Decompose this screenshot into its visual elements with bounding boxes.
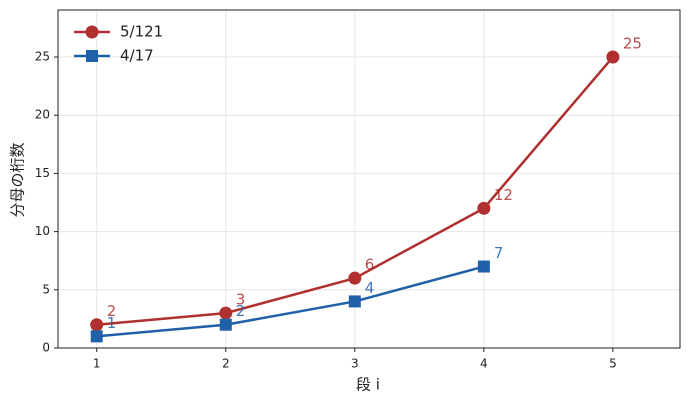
data-label: 4 [365, 279, 375, 297]
x-axis-label: 段 i [356, 376, 380, 394]
y-tick-label: 20 [35, 108, 50, 122]
data-label: 1 [107, 314, 117, 332]
marker [477, 201, 491, 215]
data-label: 2 [107, 302, 117, 320]
marker [85, 25, 99, 39]
x-tick-label: 3 [351, 357, 359, 371]
marker [219, 318, 232, 331]
y-tick-label: 5 [42, 282, 50, 296]
data-label: 3 [236, 291, 246, 309]
marker [477, 260, 490, 273]
legend-label: 4/17 [120, 47, 154, 65]
x-tick-label: 5 [609, 357, 617, 371]
y-tick-label: 10 [35, 224, 50, 238]
data-label: 25 [623, 35, 642, 53]
marker [348, 271, 362, 285]
marker [90, 330, 103, 343]
y-tick-label: 0 [42, 341, 50, 355]
x-tick-label: 2 [222, 357, 230, 371]
marker [90, 318, 104, 332]
marker [606, 50, 620, 64]
marker [219, 306, 233, 320]
data-label: 2 [236, 302, 246, 320]
data-label: 12 [494, 186, 513, 204]
y-tick-label: 25 [35, 50, 50, 64]
x-tick-label: 1 [93, 357, 101, 371]
legend-label: 5/121 [120, 23, 163, 41]
series-line [96, 265, 485, 338]
y-tick-label: 15 [35, 166, 50, 180]
plot-frame [57, 9, 681, 349]
data-label: 7 [494, 244, 504, 262]
y-axis-label: 分母の桁数 [9, 142, 27, 217]
marker [86, 50, 98, 62]
marker [348, 295, 361, 308]
x-tick-label: 4 [480, 357, 488, 371]
data-label: 6 [365, 256, 375, 274]
